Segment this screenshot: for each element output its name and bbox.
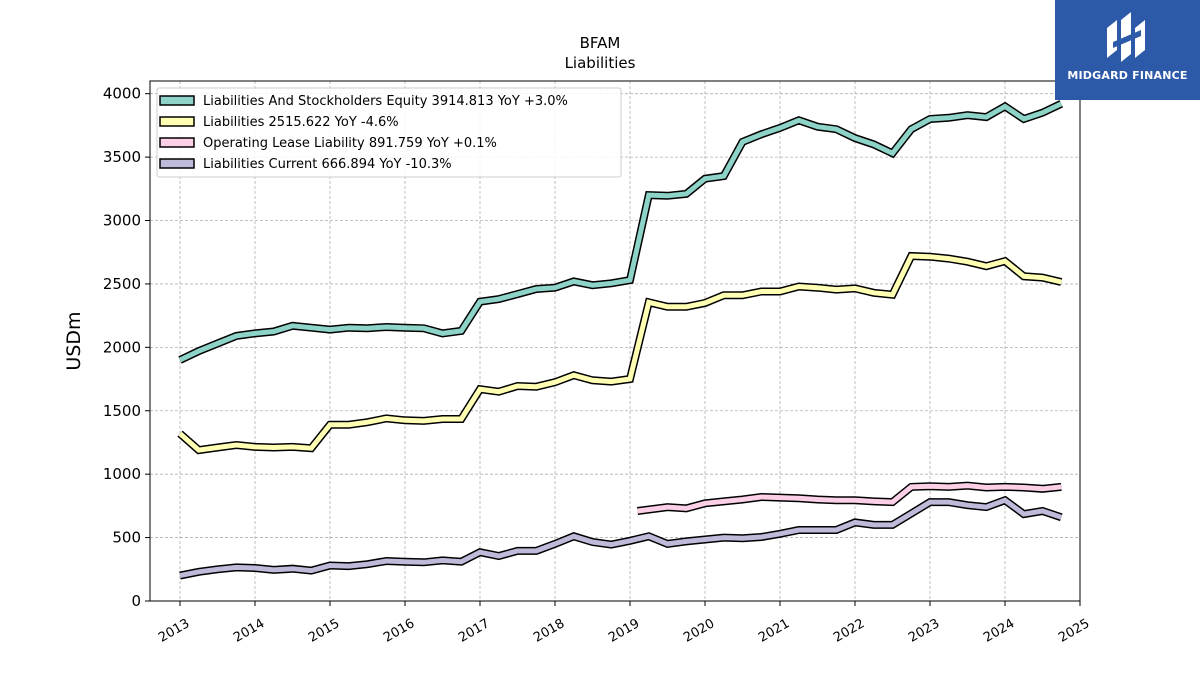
x-tick-label: 2013 <box>156 616 192 646</box>
y-axis-label: USDm <box>63 311 85 370</box>
y-tick-label: 2000 <box>103 338 141 356</box>
x-tick-label: 2018 <box>531 616 567 646</box>
legend-swatch <box>159 137 195 148</box>
y-tick-label: 3000 <box>103 212 141 230</box>
x-tick-label: 2020 <box>681 616 717 646</box>
y-tick-label: 1500 <box>103 402 141 420</box>
x-tick-label: 2025 <box>1056 616 1092 646</box>
y-tick-label: 1000 <box>103 465 141 483</box>
x-tick-label: 2014 <box>231 616 267 646</box>
legend-label: Liabilities And Stockholders Equity 3914… <box>203 94 568 109</box>
legend-swatch <box>159 158 195 169</box>
legend-label: Liabilities 2515.622 YoY -4.6% <box>203 115 399 130</box>
x-tick-label: 2016 <box>381 616 417 646</box>
series-line-1 <box>178 253 1062 453</box>
series-line-0 <box>178 101 1063 363</box>
legend-box <box>156 87 622 178</box>
legend-label: Liabilities Current 666.894 YoY -10.3% <box>203 157 452 172</box>
series-line-3 <box>179 497 1063 579</box>
y-tick-label: 500 <box>112 529 141 547</box>
x-tick-label: 2024 <box>981 616 1017 646</box>
x-tick-label: 2019 <box>606 616 642 646</box>
x-tick-label: 2017 <box>456 616 492 646</box>
y-tick-label: 3500 <box>103 148 141 166</box>
legend-label: Operating Lease Liability 891.759 YoY +0… <box>203 136 497 151</box>
x-tick-label: 2015 <box>306 616 342 646</box>
brand-logo: MIDGARD FINANCE <box>1055 0 1200 100</box>
chart-subtitle: Liabilities <box>565 54 636 72</box>
midgard-logo-icon <box>1107 12 1145 62</box>
x-tick-label: 2021 <box>756 616 792 646</box>
plot-frame <box>149 80 1081 602</box>
series-line-2 <box>637 483 1062 514</box>
x-tick-label: 2022 <box>831 616 867 646</box>
y-tick-label: 2500 <box>103 275 141 293</box>
y-tick-label: 4000 <box>103 85 141 103</box>
legend-swatch <box>159 95 195 106</box>
x-tick-label: 2023 <box>906 616 942 646</box>
legend-swatch <box>159 116 195 127</box>
y-tick-label: 0 <box>131 592 141 610</box>
logo-text: MIDGARD FINANCE <box>1067 69 1188 82</box>
chart-title: BFAM <box>580 34 621 52</box>
